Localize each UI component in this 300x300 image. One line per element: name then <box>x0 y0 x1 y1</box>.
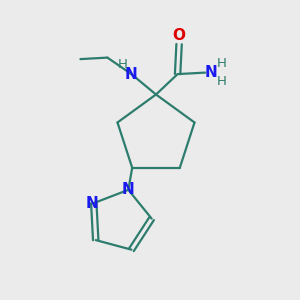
Text: H: H <box>217 75 226 88</box>
Text: N: N <box>122 182 135 197</box>
Text: N: N <box>86 196 99 211</box>
Text: H: H <box>217 57 226 70</box>
Text: N: N <box>204 65 217 80</box>
Text: N: N <box>125 67 138 82</box>
Text: O: O <box>172 28 186 43</box>
Text: H: H <box>118 58 128 71</box>
